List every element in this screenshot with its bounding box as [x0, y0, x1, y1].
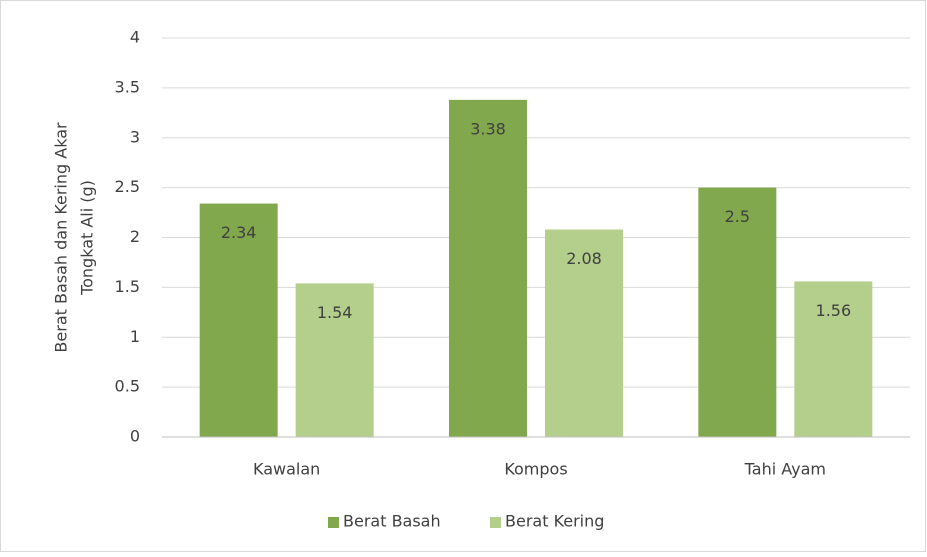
y-tick-label: 3	[130, 127, 140, 146]
y-tick-label: 0	[130, 427, 140, 446]
legend-label: Berat Kering	[505, 512, 604, 531]
y-tick-label: 2.5	[115, 177, 140, 196]
x-tick-label: Kompos	[504, 460, 567, 479]
y-tick-label: 3.5	[115, 77, 140, 96]
legend-swatch	[328, 517, 339, 528]
bar	[449, 99, 527, 437]
x-tick-label: Tahi Ayam	[744, 460, 826, 479]
data-label: 3.38	[470, 119, 506, 138]
bar	[794, 281, 873, 437]
bar	[295, 283, 374, 437]
y-tick-label: 1.5	[115, 277, 140, 296]
y-axis-label: Berat Basah dan Kering Akar	[52, 122, 71, 353]
bar	[545, 229, 623, 437]
legend-label: Berat Basah	[343, 512, 441, 531]
bar	[698, 187, 777, 437]
x-tick-label: Kawalan	[253, 460, 320, 479]
data-label: 1.56	[816, 301, 852, 320]
y-tick-label: 4	[130, 28, 140, 47]
legend-swatch	[490, 517, 501, 528]
y-tick-label: 2	[130, 227, 140, 246]
data-label: 1.54	[317, 303, 353, 322]
y-axis-label: Tongkat Ali (g)	[78, 180, 97, 296]
y-tick-label: 1	[130, 327, 140, 346]
y-tick-label: 0.5	[115, 377, 140, 396]
bar	[199, 203, 278, 437]
data-label: 2.08	[566, 249, 602, 268]
data-label: 2.34	[221, 223, 257, 242]
data-label: 2.5	[725, 207, 750, 226]
